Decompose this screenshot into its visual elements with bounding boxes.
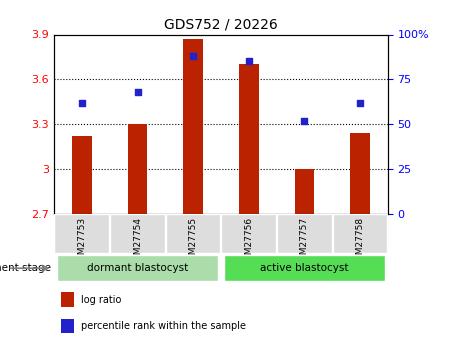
FancyBboxPatch shape	[166, 214, 221, 253]
FancyBboxPatch shape	[57, 255, 218, 282]
Text: GSM27756: GSM27756	[244, 217, 253, 266]
Point	[356, 100, 364, 106]
Bar	[295, 169, 314, 214]
FancyBboxPatch shape	[277, 214, 331, 253]
Text: log ratio: log ratio	[81, 295, 121, 305]
Point	[134, 89, 141, 95]
Text: GSM27754: GSM27754	[133, 217, 142, 266]
Text: GSM27753: GSM27753	[78, 217, 87, 266]
Point	[301, 118, 308, 124]
Bar	[239, 65, 258, 214]
Bar	[61, 292, 74, 307]
Point	[245, 59, 253, 64]
FancyBboxPatch shape	[55, 214, 109, 253]
FancyBboxPatch shape	[221, 214, 276, 253]
Text: development stage: development stage	[0, 263, 51, 273]
Text: percentile rank within the sample: percentile rank within the sample	[81, 321, 246, 331]
Text: GSM27758: GSM27758	[355, 217, 364, 266]
Bar	[350, 133, 370, 214]
Text: dormant blastocyst: dormant blastocyst	[87, 263, 188, 273]
Title: GDS752 / 20226: GDS752 / 20226	[164, 18, 278, 32]
Bar	[72, 136, 92, 214]
Text: GSM27757: GSM27757	[300, 217, 309, 266]
Bar	[61, 319, 74, 333]
Point	[78, 100, 86, 106]
FancyBboxPatch shape	[332, 214, 387, 253]
FancyBboxPatch shape	[224, 255, 385, 282]
Bar	[184, 39, 203, 214]
Point	[189, 53, 197, 59]
Bar	[128, 124, 147, 214]
Text: GSM27755: GSM27755	[189, 217, 198, 266]
FancyBboxPatch shape	[110, 214, 165, 253]
Text: active blastocyst: active blastocyst	[260, 263, 349, 273]
